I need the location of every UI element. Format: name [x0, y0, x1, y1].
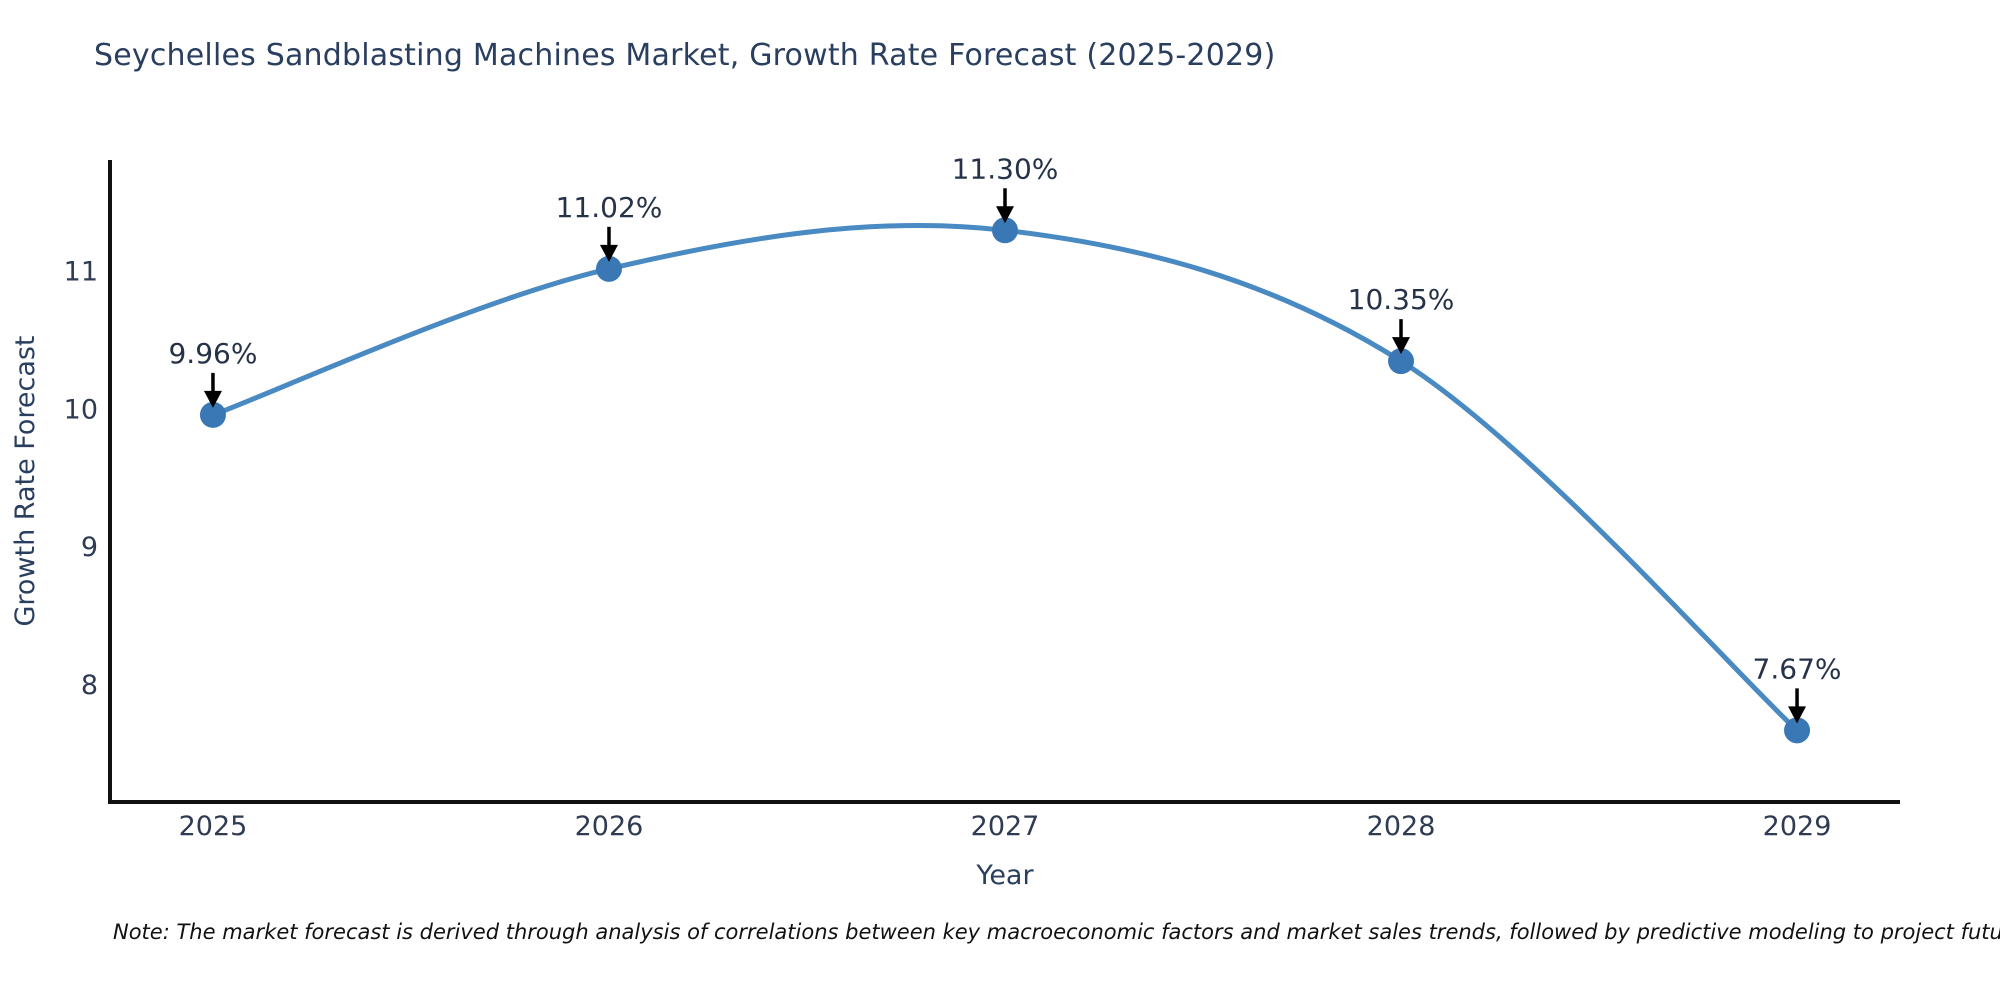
- annotation-arrowhead-icon: [1788, 706, 1807, 724]
- data-point-marker[interactable]: [1388, 348, 1415, 375]
- point-value-label: 7.67%: [1753, 652, 1842, 685]
- data-point-marker[interactable]: [199, 401, 226, 428]
- x-tick-label: 2028: [1367, 811, 1436, 842]
- point-value-label: 11.30%: [952, 152, 1059, 185]
- data-point-marker[interactable]: [1784, 717, 1811, 744]
- annotation-arrowhead-icon: [1392, 337, 1411, 355]
- y-axis-title: Growth Rate Forecast: [10, 335, 41, 626]
- x-axis-title: Year: [975, 860, 1034, 891]
- line-series: [199, 217, 1811, 744]
- x-tick-label: 2029: [1763, 811, 1832, 842]
- data-point-marker[interactable]: [595, 255, 622, 282]
- point-value-label: 11.02%: [556, 191, 663, 224]
- y-tick-label: 10: [64, 394, 98, 425]
- x-tick-label: 2027: [971, 811, 1040, 842]
- y-tick-label: 11: [64, 257, 98, 288]
- forecast-line: [210, 222, 1800, 733]
- point-annotation: 10.35%: [1348, 283, 1455, 355]
- point-annotation: 11.02%: [556, 191, 663, 262]
- point-value-label: 9.96%: [168, 337, 257, 370]
- y-tick-label: 9: [81, 532, 98, 563]
- point-annotations: 9.96% 11.02% 11.30% 10.35% 7.67%: [168, 152, 1842, 724]
- chart-title: Seychelles Sandblasting Machines Market,…: [94, 38, 1276, 73]
- y-tick-label: 8: [81, 670, 98, 701]
- point-annotation: 9.96%: [168, 337, 257, 408]
- annotation-arrowhead-icon: [203, 390, 222, 408]
- annotation-arrowhead-icon: [996, 206, 1014, 224]
- annotation-arrowhead-icon: [599, 244, 618, 262]
- point-annotation: 7.67%: [1753, 652, 1842, 724]
- x-tick-label: 2025: [179, 811, 248, 842]
- point-annotation: 11.30%: [952, 152, 1059, 224]
- axis-ticks: 8 9 10 11 2025 2026 2027 2028 2029: [64, 257, 1832, 842]
- x-tick-label: 2026: [575, 811, 644, 842]
- footnote: Note: The market forecast is derived thr…: [113, 920, 2000, 944]
- data-point-marker[interactable]: [992, 217, 1018, 244]
- point-value-label: 10.35%: [1348, 283, 1455, 316]
